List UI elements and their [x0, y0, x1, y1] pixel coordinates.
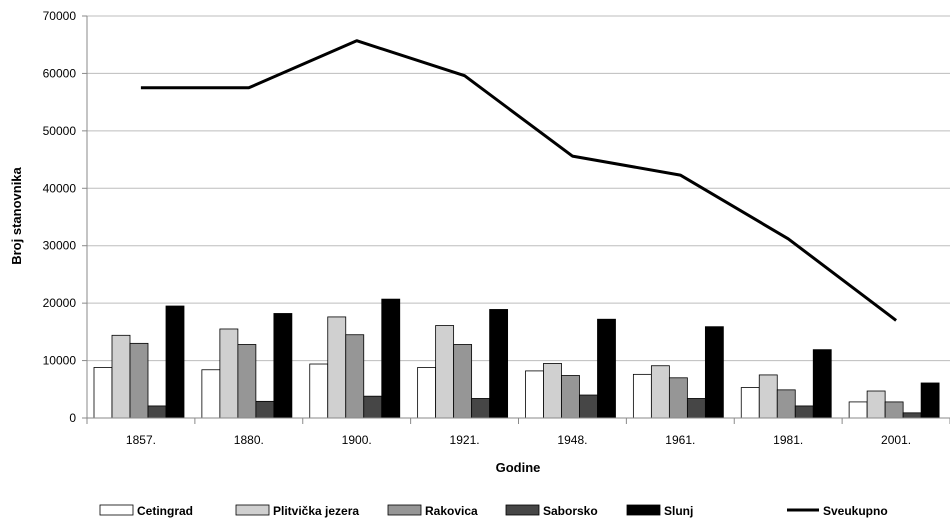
bar-saborsko [147, 405, 167, 419]
bar-saborsko [902, 412, 922, 419]
bar-plitvi-ka-jezera [543, 363, 562, 419]
bar-cetingrad [417, 367, 437, 419]
legend-swatch [235, 504, 270, 516]
y-tick-label: 30000 [43, 239, 77, 253]
legend-swatch [387, 504, 422, 516]
bar-slunj [597, 318, 616, 419]
bar-saborsko [255, 400, 275, 419]
bar-slunj [381, 298, 401, 419]
bar-cetingrad [740, 387, 760, 419]
legend-swatch [626, 504, 661, 516]
x-tick-label: 2001. [881, 433, 911, 447]
bar-rakovica [237, 344, 257, 419]
bar-rakovica [884, 401, 904, 419]
legend-label: Rakovica [425, 504, 478, 518]
x-tick-label: 1981. [773, 433, 803, 447]
bars [93, 298, 940, 419]
bar-plitvi-ka-jezera [327, 316, 347, 419]
y-tick-label: 40000 [43, 181, 77, 195]
x-tick-label: 1961. [665, 433, 695, 447]
bar-cetingrad [525, 370, 544, 419]
axes [82, 15, 950, 424]
bar-slunj [165, 305, 185, 419]
bar-cetingrad [848, 401, 868, 419]
bar-saborsko [579, 394, 598, 419]
bar-slunj [489, 309, 509, 419]
bar-plitvi-ka-jezera [435, 325, 455, 419]
legend-swatch [505, 504, 540, 516]
total-line [140, 39, 898, 322]
x-axis-title: Godine [496, 460, 541, 475]
bar-plitvi-ka-jezera [219, 328, 239, 419]
x-tick-label: 1900. [342, 433, 372, 447]
line-sveukupno [140, 39, 898, 322]
legend-swatch [99, 504, 134, 516]
bar-slunj [812, 349, 832, 419]
bar-cetingrad [309, 363, 329, 419]
bar-rakovica [668, 377, 688, 419]
legend-label: Saborsko [543, 504, 598, 518]
bar-rakovica [453, 344, 473, 419]
legend-label: Slunj [664, 504, 693, 518]
bar-plitvi-ka-jezera [650, 365, 670, 419]
bar-saborsko [794, 405, 814, 419]
bar-rakovica [129, 342, 149, 419]
x-tick-label: 1948. [557, 433, 587, 447]
y-tick-label: 10000 [43, 354, 77, 368]
bar-slunj [704, 326, 724, 419]
bar-rakovica [345, 334, 365, 419]
bar-slunj [920, 382, 940, 419]
legend: Cetingrad Plitvička jezera Rakovica Saborsk… [99, 504, 888, 518]
y-tick-label: 20000 [43, 296, 77, 310]
x-tick-label: 1857. [126, 433, 156, 447]
bar-plitvi-ka-jezera [866, 390, 886, 419]
bar-saborsko [686, 398, 706, 419]
gridlines [87, 15, 950, 362]
bar-slunj [273, 313, 293, 419]
y-tick-labels: 0 10000 20000 30000 40000 50000 60000 70000 [43, 9, 77, 425]
x-tick-labels: 1857. 1880. 1900. 1921. 1948. 1961. 1981. 2001. [126, 433, 911, 447]
bar-plitvi-ka-jezera [758, 374, 778, 419]
y-tick-label: 50000 [43, 124, 77, 138]
y-tick-label: 70000 [43, 9, 77, 23]
bar-rakovica [561, 375, 580, 419]
y-tick-label: 60000 [43, 66, 77, 80]
bar-saborsko [471, 398, 491, 419]
bar-cetingrad [93, 367, 113, 419]
bar-plitvi-ka-jezera [111, 334, 131, 419]
legend-label: Cetingrad [137, 504, 193, 518]
bar-saborsko [363, 395, 383, 419]
bar-rakovica [776, 389, 796, 419]
legend-label: Plitvička jezera [273, 504, 359, 518]
legend-label: Sveukupno [823, 504, 888, 518]
y-axis-title: Broj stanovnika [9, 166, 24, 264]
x-tick-label: 1880. [234, 433, 264, 447]
bar-cetingrad [632, 373, 652, 419]
bar-cetingrad [201, 369, 221, 419]
x-tick-label: 1921. [450, 433, 480, 447]
y-tick-label: 0 [69, 411, 76, 425]
